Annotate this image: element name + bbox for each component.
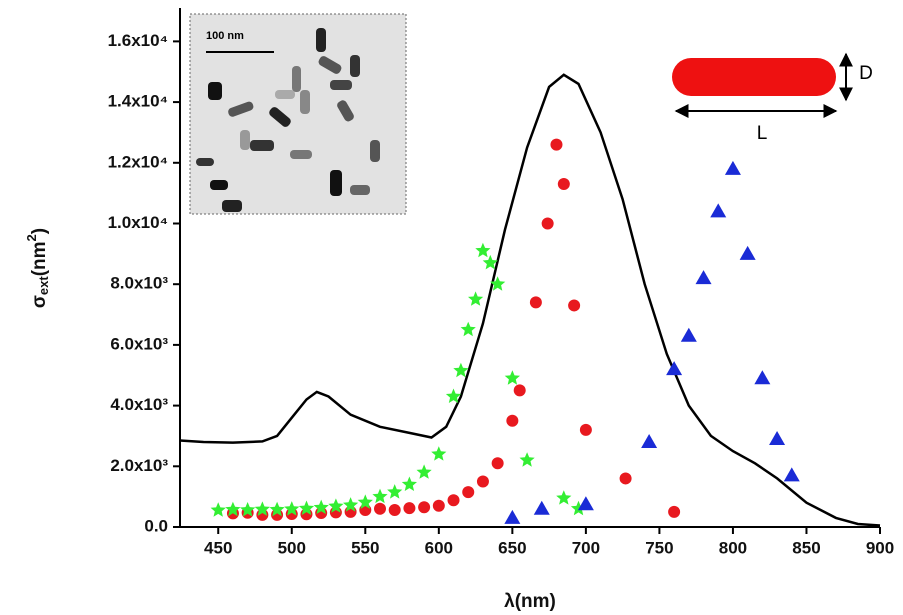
star-point [225, 501, 241, 517]
y-tick-label: 1.4x10⁴ [108, 92, 168, 111]
y-tick-label: 1.6x10⁴ [108, 31, 168, 50]
x-tick-label: 700 [572, 538, 600, 557]
circle-point [668, 505, 681, 518]
triangle-point [641, 434, 658, 449]
spectrum-line [179, 73, 881, 527]
triangle-point [754, 370, 771, 385]
x-tick-label: 750 [645, 538, 673, 557]
star-point [210, 502, 226, 517]
y-tick-label: 6.0x10³ [110, 334, 168, 353]
x-tick-label: 500 [278, 538, 306, 557]
circle-point [506, 414, 519, 427]
inset-image: 100 nm [189, 13, 407, 215]
star-point [416, 464, 432, 479]
star-point [519, 452, 535, 467]
circle-point [541, 217, 554, 230]
circle-point [557, 178, 570, 191]
x-tick-label: 850 [792, 538, 820, 557]
y-axis-title: σext(nm2) [24, 228, 51, 308]
triangle-point [769, 430, 786, 445]
annotation: L [757, 123, 768, 144]
triangle-point [577, 496, 594, 511]
star-point [269, 501, 285, 517]
star-point [372, 488, 388, 504]
star-point [313, 499, 329, 514]
star-point [284, 501, 300, 516]
circle-point [432, 499, 445, 512]
circle-point [447, 494, 460, 507]
triangle-point [710, 203, 727, 218]
triangle-point [724, 160, 741, 175]
star-point [445, 388, 462, 403]
star-point [556, 490, 572, 505]
x-tick-label: 900 [866, 538, 894, 557]
x-tick-label: 800 [719, 538, 747, 557]
star-point [254, 501, 270, 516]
triangle-point [739, 245, 756, 260]
triangle-point [680, 327, 697, 342]
circle-point [568, 299, 581, 312]
y-tick-label: 1.2x10⁴ [108, 152, 168, 171]
star-point [453, 362, 469, 378]
star-point [504, 370, 520, 385]
star-point [475, 242, 491, 258]
circle-point [529, 296, 542, 309]
annotation: D [859, 63, 873, 84]
star-point [387, 484, 403, 499]
circle-point [579, 423, 592, 436]
triangle-point [783, 467, 800, 482]
star-point [431, 446, 447, 461]
inset-scale-label: 100 nm [206, 30, 244, 42]
x-axis-title: λ(nm) [504, 591, 556, 612]
y-tick-label: 2.0x10³ [110, 456, 168, 475]
triangle-point [533, 500, 550, 515]
y-tick-label: 0.0 [144, 516, 168, 535]
star-point [460, 321, 476, 337]
star-point [357, 494, 373, 509]
x-tick-label: 650 [498, 538, 526, 557]
x-tick-label: 550 [351, 538, 379, 557]
circle-point [476, 475, 489, 488]
circle-point [418, 501, 431, 514]
x-tick-label: 600 [425, 538, 453, 557]
star-point [482, 254, 498, 270]
star-point [240, 502, 256, 517]
x-tick-label: 450 [204, 538, 232, 557]
circle-point [550, 138, 563, 151]
circle-point [403, 502, 416, 515]
circle-point [491, 457, 504, 470]
star-point [468, 291, 484, 306]
triangle-point [695, 270, 712, 285]
star-point [298, 500, 315, 515]
star-point [490, 276, 506, 291]
star-point [343, 497, 359, 512]
circle-point [513, 384, 526, 397]
triangle-point [666, 361, 683, 376]
star-point [328, 498, 344, 513]
y-tick-label: 1.0x10⁴ [108, 213, 168, 232]
circle-point [388, 504, 401, 517]
circle-point [619, 472, 632, 485]
circle-point [462, 486, 475, 499]
rod-schematic: D L [672, 52, 873, 144]
star-point [570, 500, 587, 516]
triangle-point [504, 509, 521, 524]
y-tick-label: 8.0x10³ [110, 274, 168, 293]
y-tick-label: 4.0x10³ [110, 395, 168, 414]
star-point [401, 476, 417, 491]
circle-point [374, 502, 386, 515]
